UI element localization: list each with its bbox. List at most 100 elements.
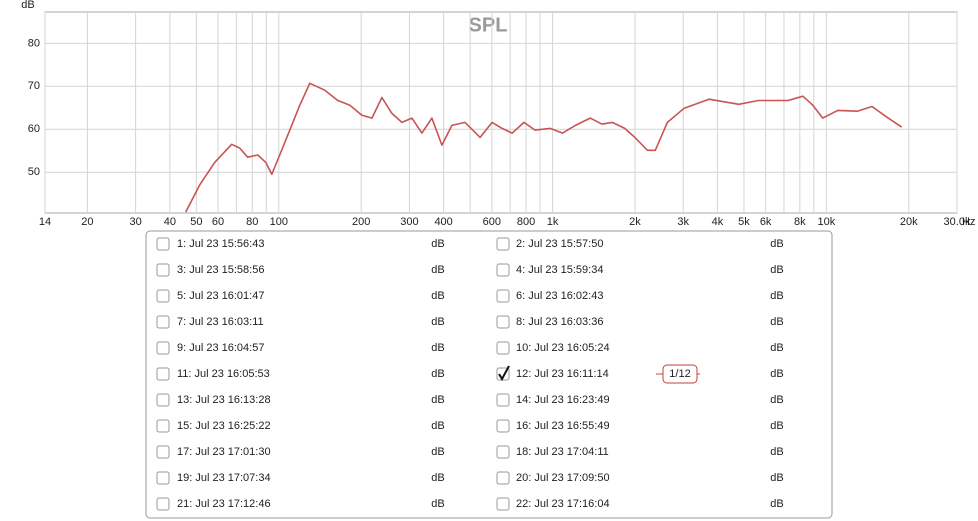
measurement-label[interactable]: 4: Jul 23 15:59:34: [516, 264, 603, 276]
x-tick-label: 200: [352, 216, 370, 228]
measurement-unit: dB: [431, 420, 444, 432]
y-tick-label: 80: [28, 37, 40, 49]
measurement-unit: dB: [770, 498, 783, 510]
smoothing-box[interactable]: [662, 364, 698, 384]
measurement-label[interactable]: 7: Jul 23 16:03:11: [177, 316, 264, 328]
measurement-unit: dB: [770, 342, 783, 354]
checkbox[interactable]: [156, 497, 170, 511]
measurement-unit: dB: [770, 472, 783, 484]
measurement-unit: dB: [431, 290, 444, 302]
checkbox[interactable]: [156, 419, 170, 433]
chart-title: SPL: [469, 14, 508, 36]
measurement-label[interactable]: 22: Jul 23 17:16:04: [516, 498, 610, 510]
measurement-unit: dB: [770, 316, 783, 328]
checkbox[interactable]: [496, 497, 510, 511]
x-tick-label: 6k: [760, 216, 772, 228]
checkbox[interactable]: [496, 393, 510, 407]
measurement-unit: dB: [431, 446, 444, 458]
measurement-label[interactable]: 1: Jul 23 15:56:43: [177, 238, 264, 250]
y-tick-label: 70: [28, 80, 40, 92]
checkbox[interactable]: [496, 237, 510, 251]
x-tick-label: 80: [246, 216, 258, 228]
x-axis-label: Hz: [962, 216, 975, 228]
measurement-label[interactable]: 11: Jul 23 16:05:53: [177, 368, 270, 380]
x-tick-label: 10k: [817, 216, 835, 228]
x-tick-label: 400: [434, 216, 452, 228]
x-tick-label: 4k: [712, 216, 724, 228]
measurement-label[interactable]: 14: Jul 23 16:23:49: [516, 394, 610, 406]
checkbox[interactable]: [496, 289, 510, 303]
checkbox[interactable]: [156, 263, 170, 277]
checkbox[interactable]: [496, 445, 510, 459]
checkbox[interactable]: [156, 237, 170, 251]
measurement-label[interactable]: 3: Jul 23 15:58:56: [177, 264, 264, 276]
checkbox[interactable]: [156, 445, 170, 459]
checkbox[interactable]: [156, 341, 170, 355]
x-tick-label: 3k: [677, 216, 689, 228]
measurement-label[interactable]: 17: Jul 23 17:01:30: [177, 446, 271, 458]
checkmark: [498, 365, 510, 382]
measurement-unit: dB: [431, 264, 444, 276]
x-tick-label: 30.0k: [944, 216, 971, 228]
measurement-unit: dB: [431, 394, 444, 406]
x-tick-label: 30: [129, 216, 141, 228]
x-tick-label: 20k: [900, 216, 918, 228]
measurement-panel: [145, 230, 833, 519]
measurement-label[interactable]: 16: Jul 23 16:55:49: [516, 420, 610, 432]
measurement-unit: dB: [770, 368, 783, 380]
y-tick-label: 60: [28, 123, 40, 135]
x-tick-label: 14: [39, 216, 51, 228]
checkbox[interactable]: [156, 367, 170, 381]
checkbox[interactable]: [156, 315, 170, 329]
x-tick-label: 600: [483, 216, 501, 228]
measurement-unit: dB: [431, 316, 444, 328]
x-tick-label: 8k: [794, 216, 806, 228]
plot-area: [44, 11, 958, 214]
checkbox[interactable]: [496, 315, 510, 329]
checkbox[interactable]: [156, 289, 170, 303]
measurement-unit: dB: [431, 238, 444, 250]
x-tick-label: 60: [212, 216, 224, 228]
measurement-label[interactable]: 6: Jul 23 16:02:43: [516, 290, 603, 302]
spl-curve: [184, 82, 903, 213]
measurement-unit: dB: [431, 368, 444, 380]
measurement-label[interactable]: 20: Jul 23 17:09:50: [516, 472, 610, 484]
x-tick-label: 1k: [547, 216, 559, 228]
y-axis-label: dB: [21, 0, 34, 11]
checkbox[interactable]: [156, 471, 170, 485]
measurement-label[interactable]: 9: Jul 23 16:04:57: [177, 342, 264, 354]
measurement-unit: dB: [431, 472, 444, 484]
measurement-unit: dB: [770, 420, 783, 432]
measurement-unit: dB: [431, 342, 444, 354]
checkbox[interactable]: [156, 393, 170, 407]
smoothing-label: 1/12: [669, 368, 690, 380]
checkbox[interactable]: [496, 341, 510, 355]
measurement-label[interactable]: 13: Jul 23 16:13:28: [177, 394, 271, 406]
measurement-label[interactable]: 19: Jul 23 17:07:34: [177, 472, 271, 484]
x-tick-label: 40: [164, 216, 176, 228]
x-tick-label: 5k: [738, 216, 750, 228]
x-tick-label: 2k: [629, 216, 641, 228]
measurement-unit: dB: [770, 264, 783, 276]
x-tick-label: 50: [190, 216, 202, 228]
measurement-label[interactable]: 21: Jul 23 17:12:46: [177, 498, 271, 510]
measurement-unit: dB: [431, 498, 444, 510]
x-tick-label: 300: [400, 216, 418, 228]
measurement-label[interactable]: 5: Jul 23 16:01:47: [177, 290, 264, 302]
measurement-unit: dB: [770, 290, 783, 302]
checkbox[interactable]: [496, 263, 510, 277]
measurement-label[interactable]: 12: Jul 23 16:11:14: [516, 368, 609, 380]
measurement-label[interactable]: 2: Jul 23 15:57:50: [516, 238, 603, 250]
measurement-unit: dB: [770, 394, 783, 406]
measurement-unit: dB: [770, 446, 783, 458]
measurement-label[interactable]: 8: Jul 23 16:03:36: [516, 316, 603, 328]
x-tick-label: 800: [517, 216, 535, 228]
checkbox[interactable]: [496, 419, 510, 433]
measurement-label[interactable]: 15: Jul 23 16:25:22: [177, 420, 271, 432]
measurement-unit: dB: [770, 238, 783, 250]
measurement-label[interactable]: 18: Jul 23 17:04:11: [516, 446, 609, 458]
x-tick-label: 100: [270, 216, 288, 228]
checkbox[interactable]: [496, 471, 510, 485]
measurement-label[interactable]: 10: Jul 23 16:05:24: [516, 342, 610, 354]
